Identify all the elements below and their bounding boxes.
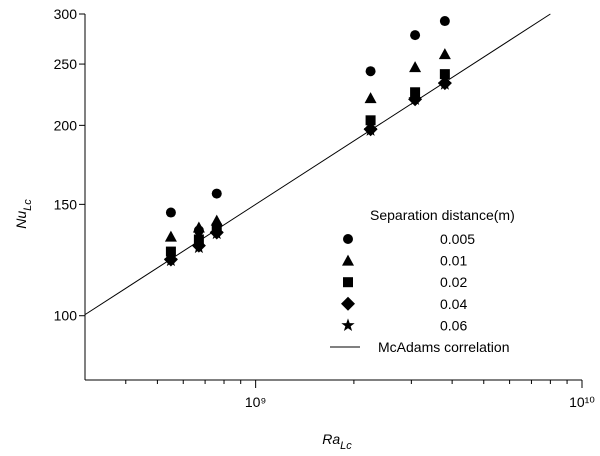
legend-title: Separation distance(m)	[370, 207, 515, 223]
x-axis-label: RaLc	[322, 431, 352, 452]
marker-triangle	[409, 61, 422, 73]
marker-star	[438, 77, 452, 90]
marker-star	[164, 253, 178, 267]
marker-diamond	[341, 296, 355, 311]
marker-square	[343, 277, 353, 288]
marker-square	[365, 115, 376, 126]
marker-circle	[365, 66, 376, 77]
y-tick-label: 250	[54, 56, 78, 72]
y-tick-label: 200	[54, 117, 78, 133]
marker-circle	[410, 30, 421, 41]
marker-square	[439, 69, 450, 80]
x-axis-label-main: Ra	[322, 431, 340, 447]
y-tick-label: 300	[54, 6, 78, 22]
marker-circle	[343, 234, 353, 244]
marker-triangle	[164, 230, 177, 242]
marker-star	[341, 318, 355, 332]
legend-label: 0.04	[440, 296, 467, 312]
y-axis-label-main: Nu	[13, 211, 29, 229]
y-axis-label-sub: Lc	[22, 199, 34, 211]
marker-circle	[211, 188, 222, 199]
x-tick-label: 10¹⁰	[569, 394, 595, 410]
legend-label: 0.02	[440, 274, 467, 290]
correlation-line	[84, 13, 551, 316]
marker-circle	[439, 16, 450, 27]
marker-star	[192, 240, 206, 254]
marker-square	[410, 87, 421, 98]
legend-label: 0.005	[440, 231, 475, 247]
marker-square	[165, 246, 176, 257]
marker-triangle	[364, 92, 377, 104]
marker-triangle	[192, 221, 205, 233]
y-tick-label: 100	[54, 308, 78, 324]
marker-triangle	[438, 48, 451, 60]
x-axis-label-sub: Lc	[340, 440, 352, 452]
marker-star	[363, 123, 378, 136]
marker-circle	[165, 207, 176, 218]
x-tick-label: 10⁹	[245, 394, 267, 410]
y-axis-label: NuLc	[13, 199, 34, 229]
legend-label: 0.06	[440, 317, 467, 333]
y-tick-label: 150	[54, 196, 78, 212]
legend-label: 0.01	[440, 253, 467, 269]
legend-label: McAdams correlation	[378, 339, 510, 355]
marker-star	[408, 92, 422, 105]
marker-star	[210, 226, 224, 240]
marker-triangle	[342, 254, 354, 266]
marker-triangle	[210, 214, 223, 226]
